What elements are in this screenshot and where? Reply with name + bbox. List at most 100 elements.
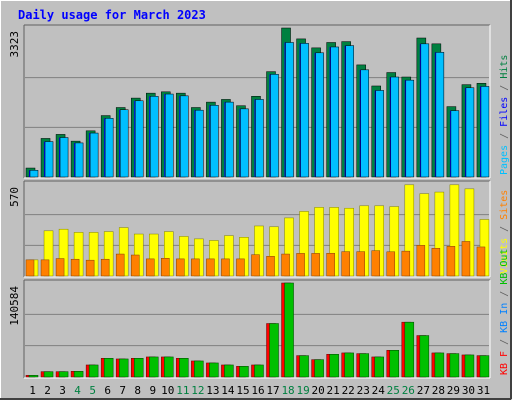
bar-sites-day-23 <box>356 251 365 277</box>
bar-kbout-day-18 <box>284 282 294 378</box>
bar-kbout-day-14 <box>224 364 234 378</box>
bar-sites-day-28 <box>431 247 441 277</box>
x-tick-label-2: 2 <box>44 384 51 397</box>
panel-visits-legend: Visits / Sites <box>499 190 510 274</box>
bar-pages-day-20 <box>315 52 324 178</box>
bar-pages-day-25 <box>390 76 400 178</box>
bar-sites-day-27 <box>416 245 426 277</box>
panel-requests-legend-item-0: Pages <box>499 145 510 175</box>
x-tick-label-14: 14 <box>221 384 235 397</box>
bar-pages-day-22 <box>345 45 354 178</box>
panel-requests-legend-item-1: / <box>499 127 510 145</box>
bar-kbout-day-28 <box>434 352 445 378</box>
x-tick-label-10: 10 <box>161 384 174 397</box>
x-tick-label-30: 30 <box>462 384 475 397</box>
bar-kbout-day-4 <box>73 371 84 378</box>
bar-sites-day-16 <box>251 254 260 277</box>
bar-pages-day-27 <box>420 43 430 178</box>
bar-sites-day-31 <box>476 246 486 277</box>
bar-sites-day-3 <box>55 258 65 277</box>
bar-kbout-day-26 <box>404 321 415 378</box>
bar-sites-day-11 <box>176 258 185 277</box>
x-tick-label-9: 9 <box>149 384 156 397</box>
bar-kbout-day-3 <box>58 371 69 378</box>
bar-sites-day-19 <box>296 253 305 277</box>
x-tick-label-31: 31 <box>477 384 490 397</box>
x-tick-label-29: 29 <box>447 384 460 397</box>
bar-pages-day-9 <box>150 96 159 178</box>
x-tick-label-15: 15 <box>236 384 249 397</box>
bar-pages-day-30 <box>465 87 475 178</box>
bar-pages-day-17 <box>270 74 279 178</box>
panel-kbytes-legend-item-0: KB F <box>499 351 510 375</box>
x-tick-label-4: 4 <box>74 384 81 397</box>
bar-pages-day-13 <box>210 105 219 178</box>
bar-sites-day-26 <box>401 250 411 277</box>
bar-kbout-day-20 <box>314 359 324 378</box>
bar-pages-day-15 <box>240 108 249 178</box>
bar-kbout-day-7 <box>118 358 129 378</box>
x-tick-label-6: 6 <box>104 384 111 397</box>
bar-kbout-day-19 <box>299 355 309 378</box>
panel-visits-legend-item-0: Visits <box>499 238 510 274</box>
panel-kbytes-legend-item-4: KB Out <box>499 249 510 285</box>
bar-sites-day-24 <box>371 250 380 277</box>
bar-pages-day-8 <box>134 100 144 178</box>
panel-kbytes-legend-item-2: KB In <box>499 303 510 333</box>
bar-kbout-day-27 <box>419 335 430 378</box>
bar-kbout-day-25 <box>389 350 400 378</box>
bar-pages-day-24 <box>375 90 384 178</box>
panel-visits-legend-item-2: Sites <box>499 190 510 220</box>
bar-kbout-day-10 <box>164 356 174 378</box>
bar-pages-day-2 <box>44 141 54 178</box>
bar-kbout-day-6 <box>103 358 114 378</box>
bar-pages-day-14 <box>225 101 234 178</box>
x-tick-label-19: 19 <box>296 384 309 397</box>
bar-sites-day-2 <box>40 259 50 277</box>
bar-sites-day-22 <box>341 251 350 277</box>
bar-pages-day-29 <box>450 110 460 178</box>
panel-kbytes: 140584 KB F / KB In / KB Out <box>8 249 510 379</box>
bar-pages-day-10 <box>165 93 174 178</box>
bar-sites-day-30 <box>461 241 471 277</box>
bar-kbout-day-22 <box>344 352 354 378</box>
bar-kbout-day-24 <box>374 356 384 378</box>
panel-requests-legend-item-4: Hits <box>499 55 510 79</box>
bar-pages-day-23 <box>360 69 369 178</box>
x-tick-label-24: 24 <box>372 384 386 397</box>
bar-kbout-day-15 <box>239 366 249 378</box>
bar-pages-day-18 <box>285 42 294 178</box>
x-tick-label-5: 5 <box>89 384 96 397</box>
x-tick-label-20: 20 <box>312 384 325 397</box>
bar-sites-day-15 <box>236 258 245 277</box>
bar-kbout-day-12 <box>194 360 204 378</box>
bar-sites-day-21 <box>326 252 335 277</box>
panel-requests-ymax-label: 3323 <box>8 31 21 58</box>
x-tick-label-1: 1 <box>29 384 36 397</box>
bar-kbout-day-23 <box>359 353 369 378</box>
bar-pages-day-11 <box>180 95 189 178</box>
bar-sites-day-14 <box>221 258 230 277</box>
x-tick-label-16: 16 <box>251 384 264 397</box>
bar-kbout-day-17 <box>269 323 279 378</box>
bar-kbout-day-1 <box>28 375 39 378</box>
bar-pages-day-16 <box>255 99 264 178</box>
x-tick-label-22: 22 <box>342 384 355 397</box>
bar-sites-day-25 <box>386 251 396 277</box>
bar-pages-day-21 <box>330 46 339 178</box>
panel-requests-legend: Pages / Files / Hits <box>499 55 510 175</box>
x-tick-label-7: 7 <box>119 384 126 397</box>
x-tick-label-3: 3 <box>59 384 66 397</box>
bar-sites-day-29 <box>446 246 456 277</box>
x-tick-label-23: 23 <box>357 384 370 397</box>
bar-pages-day-5 <box>89 132 99 178</box>
bar-pages-day-12 <box>195 109 204 178</box>
bar-kbout-day-11 <box>179 358 189 378</box>
bar-kbout-day-31 <box>479 355 490 378</box>
x-tick-label-8: 8 <box>134 384 141 397</box>
bar-sites-day-17 <box>266 256 275 277</box>
bar-sites-day-10 <box>161 257 170 277</box>
bar-sites-day-12 <box>191 258 200 277</box>
